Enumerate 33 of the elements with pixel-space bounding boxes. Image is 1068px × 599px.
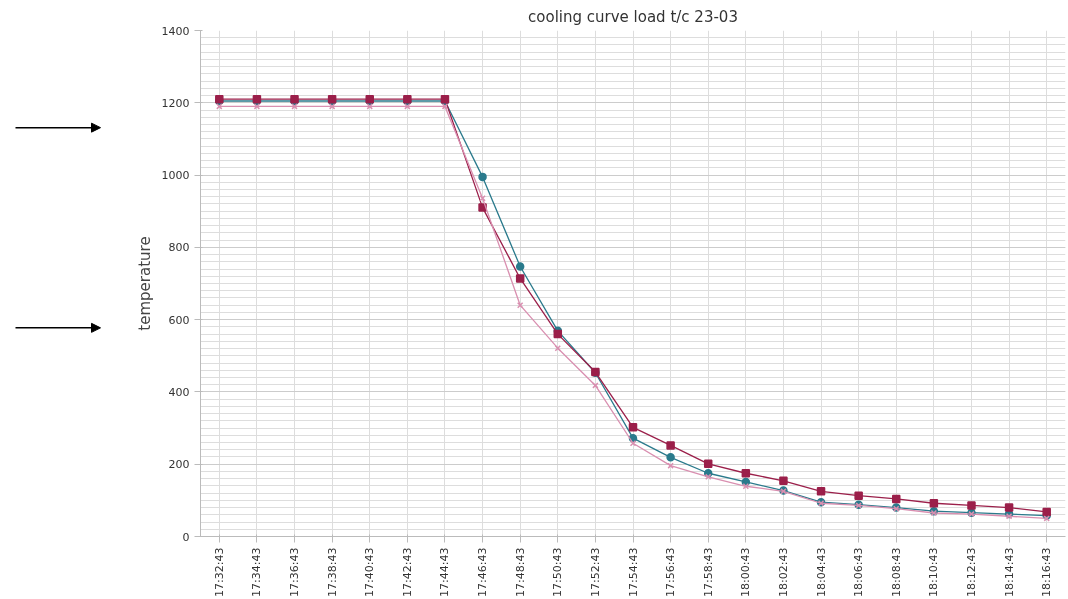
y-tick-label: 1400 <box>161 24 190 38</box>
y-tick-label: 600 <box>168 313 190 327</box>
x-tick-label: 18:16:43 <box>1040 547 1054 597</box>
x-tick-label: 18:02:43 <box>776 547 790 597</box>
x-tick-label: 17:34:43 <box>250 547 264 597</box>
x-tick-label: 17:38:43 <box>325 547 339 597</box>
x-tick-label: 18:04:43 <box>814 547 828 597</box>
y-axis-title: temperature <box>135 236 154 331</box>
x-tick-label: 17:32:43 <box>212 547 226 597</box>
x-tick-label: 18:14:43 <box>1002 547 1016 597</box>
x-tick-label: 18:10:43 <box>927 547 941 597</box>
x-tick-label: 17:54:43 <box>626 547 640 597</box>
x-tick-label: 17:44:43 <box>438 547 452 597</box>
x-tick-label: 17:50:43 <box>551 547 565 597</box>
x-tick-label: 17:42:43 <box>400 547 414 597</box>
x-tick-label: 17:36:43 <box>288 547 302 597</box>
chart-title: cooling curve load t/c 23-03 <box>528 7 738 26</box>
y-tick-label: 1200 <box>161 96 190 110</box>
x-tick-label: 18:12:43 <box>964 547 978 597</box>
x-tick-label: 17:52:43 <box>588 547 602 597</box>
y-tick-label: 200 <box>168 458 190 472</box>
x-tick-label: 17:48:43 <box>513 547 527 597</box>
x-tick-label: 17:40:43 <box>363 547 377 597</box>
x-tick-label: 18:00:43 <box>739 547 753 597</box>
x-tick-label: 18:06:43 <box>852 547 866 597</box>
y-tick-label: 1000 <box>161 169 190 183</box>
y-tick-label: 800 <box>168 241 190 255</box>
x-tick-label: 17:56:43 <box>664 547 678 597</box>
y-tick-label: 400 <box>168 385 190 399</box>
x-tick-label: 17:46:43 <box>476 547 490 597</box>
x-tick-label: 17:58:43 <box>701 547 715 597</box>
y-tick-label: 0 <box>182 530 190 544</box>
x-tick-label: 18:08:43 <box>889 547 903 597</box>
